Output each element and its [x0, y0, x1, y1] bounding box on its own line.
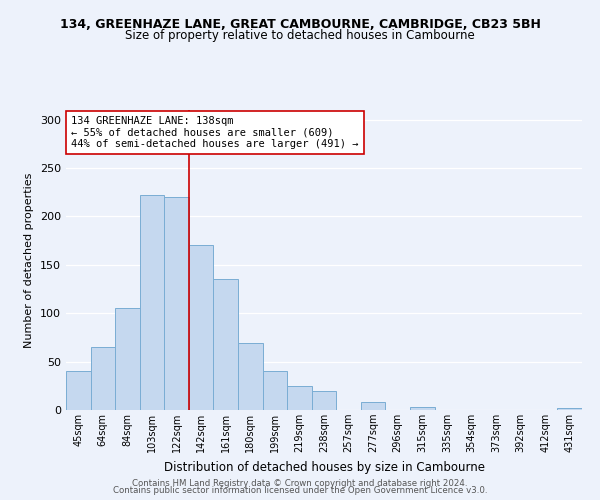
Y-axis label: Number of detached properties: Number of detached properties [25, 172, 34, 348]
Text: Contains HM Land Registry data © Crown copyright and database right 2024.: Contains HM Land Registry data © Crown c… [132, 478, 468, 488]
Bar [91, 347, 115, 410]
Bar [287, 386, 312, 410]
Bar [140, 195, 164, 410]
Text: Contains public sector information licensed under the Open Government Licence v3: Contains public sector information licen… [113, 486, 487, 495]
Bar [410, 407, 434, 410]
Bar [557, 408, 582, 410]
Bar [361, 402, 385, 410]
Text: 134 GREENHAZE LANE: 138sqm
← 55% of detached houses are smaller (609)
44% of sem: 134 GREENHAZE LANE: 138sqm ← 55% of deta… [71, 116, 359, 149]
Bar [115, 308, 140, 410]
X-axis label: Distribution of detached houses by size in Cambourne: Distribution of detached houses by size … [163, 460, 485, 473]
Bar [214, 280, 238, 410]
Bar [263, 372, 287, 410]
Bar [189, 246, 214, 410]
Bar [312, 390, 336, 410]
Text: 134, GREENHAZE LANE, GREAT CAMBOURNE, CAMBRIDGE, CB23 5BH: 134, GREENHAZE LANE, GREAT CAMBOURNE, CA… [59, 18, 541, 30]
Text: Size of property relative to detached houses in Cambourne: Size of property relative to detached ho… [125, 29, 475, 42]
Bar [66, 372, 91, 410]
Bar [164, 197, 189, 410]
Bar [238, 343, 263, 410]
